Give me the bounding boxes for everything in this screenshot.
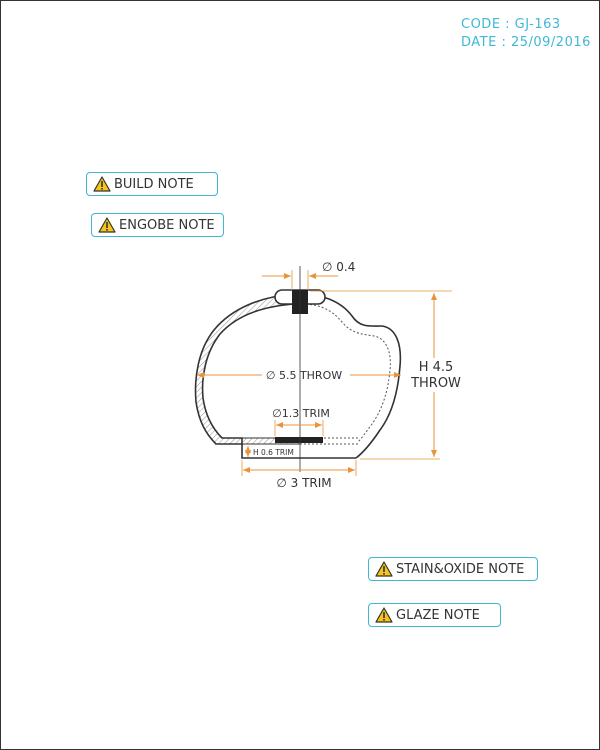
build-note-label: BUILD NOTE — [114, 176, 194, 192]
glaze-note-label: GLAZE NOTE — [396, 607, 480, 623]
height-dimension: H 4.5 THROW — [310, 290, 461, 460]
foot-height-label: H 0.6 TRIM — [253, 448, 294, 457]
trim-diameter-dimension: ∅1.3 TRIM — [272, 407, 330, 436]
warning-icon — [375, 607, 393, 623]
date-label: DATE : 25/09/2016 — [461, 35, 591, 50]
foot-height-dimension: H 0.6 TRIM — [245, 446, 294, 457]
height-throw-label: THROW — [410, 376, 461, 391]
trim-band — [275, 437, 323, 443]
base-trim-label: ∅ 3 TRIM — [276, 476, 331, 490]
warning-icon — [93, 176, 111, 192]
vessel-inner-hidden-line — [301, 303, 391, 443]
throw-diameter-label: ∅ 5.5 THROW — [266, 369, 342, 382]
height-value-label: H 4.5 — [419, 360, 454, 375]
glaze-note-button[interactable]: GLAZE NOTE — [368, 603, 501, 627]
engobe-note-button[interactable]: ENGOBE NOTE — [91, 213, 224, 237]
warning-icon — [375, 561, 393, 577]
stain-oxide-note-label: STAIN&OXIDE NOTE — [396, 561, 525, 577]
trim-diameter-label: ∅1.3 TRIM — [272, 407, 330, 420]
engobe-note-label: ENGOBE NOTE — [119, 217, 215, 233]
code-label: CODE : GJ-163 — [461, 17, 561, 32]
throw-diameter-dimension: ∅ 5.5 THROW — [197, 369, 401, 382]
stain-oxide-note-button[interactable]: STAIN&OXIDE NOTE — [368, 557, 538, 581]
vessel-foot — [241, 444, 356, 459]
warning-icon — [98, 217, 116, 233]
knob-dimension: ∅ 0.4 — [262, 260, 355, 290]
vessel-outline-right — [299, 293, 402, 459]
build-note-button[interactable]: BUILD NOTE — [86, 172, 218, 196]
knob-dimension-label: ∅ 0.4 — [322, 260, 355, 274]
base-trim-dimension: ∅ 3 TRIM — [241, 460, 357, 490]
